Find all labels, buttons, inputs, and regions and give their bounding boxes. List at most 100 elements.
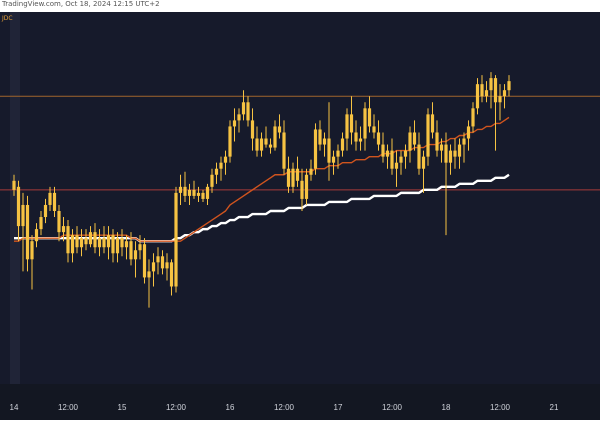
candle-body [300,180,304,199]
candle-body [264,138,268,145]
candle [124,235,129,260]
candle-body [129,241,133,260]
candle [169,259,174,296]
candle-body [174,192,178,287]
candle [466,120,471,151]
candle [394,150,399,187]
candle-body [165,262,169,269]
time-tick-label: 12:00 [382,403,403,412]
candle [66,220,70,263]
candle [408,126,412,163]
candle [340,132,345,157]
candle-body [457,144,462,157]
candle-body [349,114,354,133]
candle-body [237,114,241,121]
candle-body [52,192,57,211]
candle-body [93,232,97,248]
session-highlight [10,12,20,384]
candle [237,108,241,133]
candle [471,102,475,133]
candle [309,159,313,181]
candle-body [160,256,165,269]
candle [493,75,498,151]
candle-body [340,138,345,151]
candle-body [102,238,106,248]
candle-body [138,244,142,251]
candle [453,138,457,169]
candle [178,174,183,205]
candle [264,126,268,148]
candle-body [106,235,111,248]
candle-body [327,138,331,163]
candle [183,171,187,202]
candle-body [286,168,291,187]
candle-body [318,129,322,145]
candle-body [291,168,295,187]
candle [291,162,295,193]
candle-body [75,235,79,248]
candle [129,232,133,266]
candle [142,238,147,284]
candle-body [273,126,277,148]
chart-background [0,12,600,420]
candle-body [97,238,102,248]
candle-body [192,189,196,196]
candle [48,186,52,211]
candle [273,120,277,151]
candle [97,229,102,257]
candle [174,186,178,293]
candle-body [70,235,75,254]
candle-body [462,138,466,145]
candle-body [354,132,358,142]
candle-body [480,84,484,97]
candle [138,235,142,260]
candle-body [34,229,39,242]
candle-body [147,271,151,278]
candle [241,90,246,121]
candle [354,120,358,151]
candle-body [448,150,453,163]
candle-body [169,262,174,287]
candle-body [232,120,237,127]
candle [88,226,93,248]
chart-area[interactable]: 14 12:00 15 12:00 16 12:00 17 12:00 18 12:00 21 JD… [0,12,600,420]
candle-body [246,102,250,121]
candle [165,253,169,281]
candle [367,96,372,133]
candle-body [453,150,457,157]
candle [345,108,349,151]
candle [286,156,291,193]
candle [403,144,408,169]
candle-body [390,150,394,169]
candle [475,78,480,115]
candle [102,226,106,254]
candle [25,195,30,272]
candle [435,120,439,157]
candle [34,223,39,248]
time-tick-label: 18 [442,403,451,412]
candle [52,186,57,218]
candle [84,229,88,251]
candle [21,192,25,272]
candle [457,138,462,169]
candle [57,204,61,242]
candle [331,150,336,175]
time-tick-label: 12:00 [58,403,79,412]
candle-body [444,144,448,163]
candlestick-chart[interactable]: 14 12:00 15 12:00 16 12:00 17 12:00 18 12:00 21 [0,12,600,420]
candle-body [367,108,372,127]
candle [327,102,331,181]
candle-body [408,132,412,151]
candle-body [16,186,21,227]
candle [363,102,367,151]
candle-body [304,174,309,199]
candle-body [250,120,255,139]
candle-body [39,217,43,230]
candle-body [124,241,129,248]
candle-body [421,156,426,169]
candle [219,156,223,181]
candle [151,253,156,287]
candle-body [426,114,430,157]
time-tick-label: 12:00 [166,403,187,412]
candle-body [358,138,363,142]
